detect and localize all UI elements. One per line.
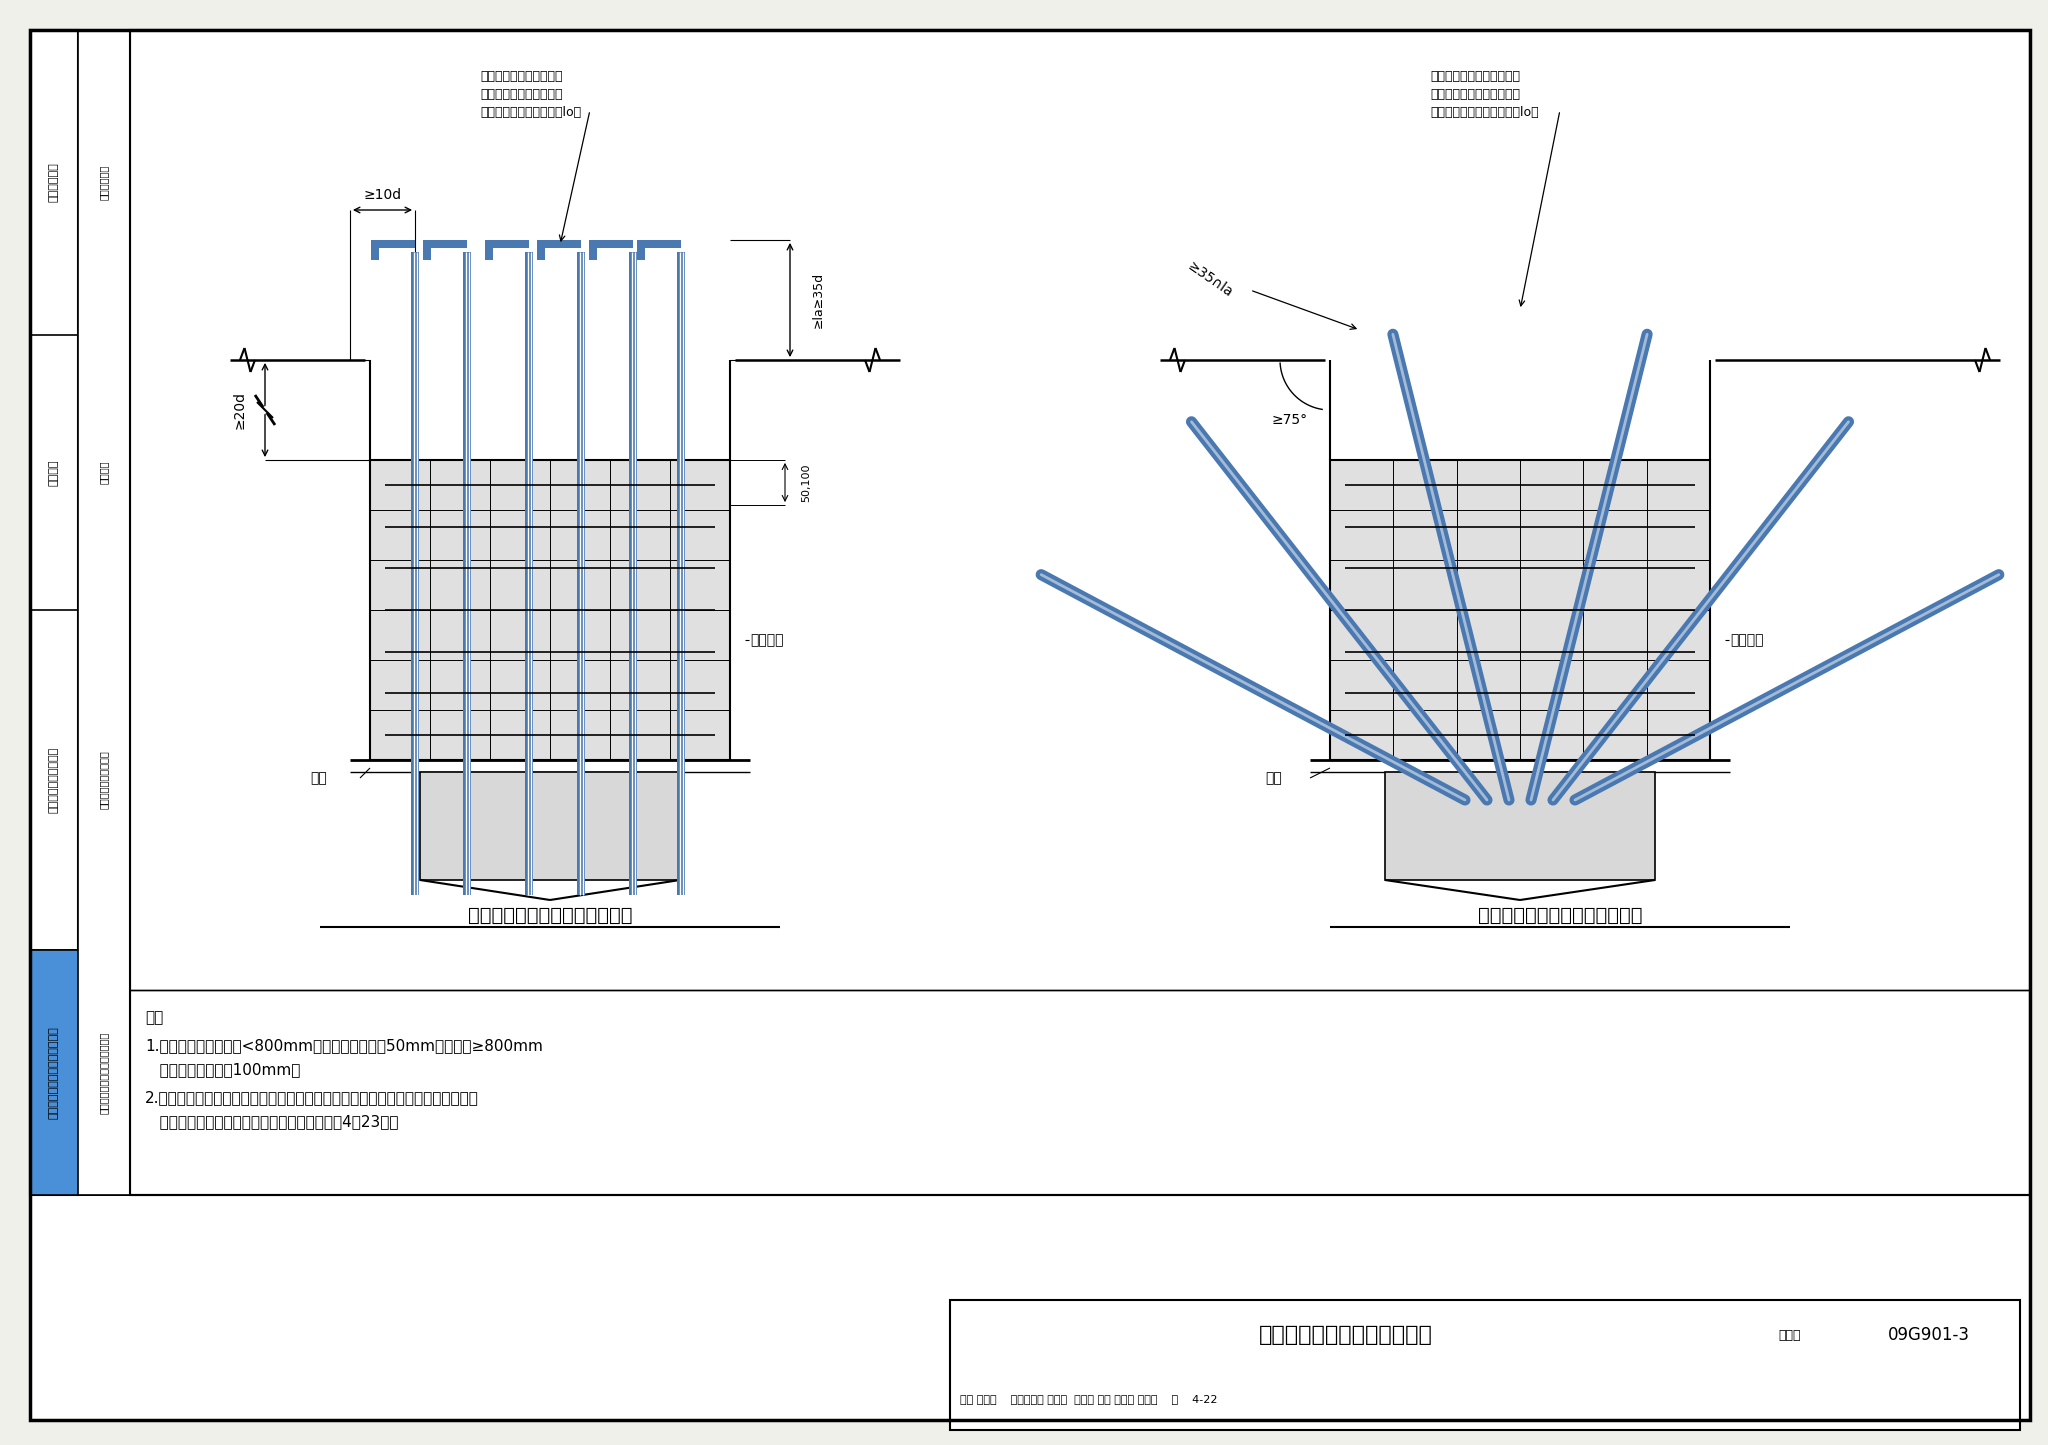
Text: 弯直锚，使总长度不小于lo。: 弯直锚，使总长度不小于lo。 <box>479 105 582 118</box>
Bar <box>31 949 129 1195</box>
Bar <box>578 251 586 894</box>
Text: 当承台厚度小于桩纵筋直锚: 当承台厚度小于桩纵筋直锚 <box>1430 69 1520 82</box>
Text: ≥35∩la: ≥35∩la <box>1186 260 1235 301</box>
Bar <box>463 251 471 894</box>
Bar <box>590 240 633 249</box>
Text: 箱形基础和地下室结构: 箱形基础和地下室结构 <box>98 750 109 809</box>
Bar <box>485 240 494 260</box>
Bar <box>678 251 684 894</box>
Bar <box>424 240 467 249</box>
Text: 箱形基础和地下室结构: 箱形基础和地下室结构 <box>49 747 59 814</box>
Bar <box>371 460 729 760</box>
Text: 审核 黄志刚    重庆地校对 张工文  张之义 设计 王怀元 孙心元    页    4-22: 审核 黄志刚 重庆地校对 张工文 张之义 设计 王怀元 孙心元 页 4-22 <box>961 1394 1217 1403</box>
Text: 09G901-3: 09G901-3 <box>1888 1327 1970 1344</box>
Bar <box>629 251 637 894</box>
Text: 桩身纵筋: 桩身纵筋 <box>1731 633 1763 647</box>
Text: 垫层: 垫层 <box>309 772 328 785</box>
Bar <box>371 240 416 249</box>
Text: ≥10d: ≥10d <box>362 188 401 202</box>
Text: 50,100: 50,100 <box>801 464 811 501</box>
Text: 桩在承台、筏板内的连接构造: 桩在承台、筏板内的连接构造 <box>1260 1325 1434 1345</box>
Text: 图集号: 图集号 <box>1780 1328 1800 1341</box>
Text: 2.当承台之间设置防水底板且承台底板也要求做防水层时，桩顶局部应采用刚性防: 2.当承台之间设置防水底板且承台底板也要求做防水层时，桩顶局部应采用刚性防 <box>145 1090 479 1105</box>
Text: 长度时，也可将桩纵筋斜锚: 长度时，也可将桩纵筋斜锚 <box>1430 88 1520 101</box>
Text: 水层，不可采用有机材料的柔性防水层，详见4－23页。: 水层，不可采用有机材料的柔性防水层，详见4－23页。 <box>145 1114 399 1129</box>
Bar <box>420 772 680 880</box>
Text: 1.当桩径或桩截面边长<800mm时，桩顶嵌入承台50mm；当桩径≥800mm: 1.当桩径或桩截面边长<800mm时，桩顶嵌入承台50mm；当桩径≥800mm <box>145 1038 543 1053</box>
Text: 锚长度时，可在承台顶部: 锚长度时，可在承台顶部 <box>479 88 563 101</box>
Text: 一般构造要求: 一般构造要求 <box>49 163 59 202</box>
Text: 独立基础、条形基础、桩基承台: 独立基础、条形基础、桩基承台 <box>49 1026 59 1118</box>
Bar <box>485 240 528 249</box>
Text: 筏形基础: 筏形基础 <box>49 460 59 486</box>
Bar <box>424 240 430 260</box>
Bar <box>371 240 379 260</box>
Bar <box>524 251 532 894</box>
Text: ≥75°: ≥75° <box>1272 413 1309 428</box>
Bar <box>1329 460 1710 760</box>
Text: 桩在承台、筏板内的连接（二）: 桩在承台、筏板内的连接（二） <box>1479 906 1642 925</box>
Text: 当承台厚度小于桩纵筋直: 当承台厚度小于桩纵筋直 <box>479 69 563 82</box>
Bar <box>637 240 682 249</box>
Bar <box>129 30 2030 1195</box>
Bar <box>537 240 582 249</box>
Text: ≥la≥35d: ≥la≥35d <box>811 272 825 328</box>
Text: 桩在承台、筏板内的连接（一）: 桩在承台、筏板内的连接（一） <box>467 906 633 925</box>
Bar <box>1384 772 1655 880</box>
Bar <box>537 240 545 260</box>
Bar <box>412 251 420 894</box>
Text: 筏形基础: 筏形基础 <box>98 461 109 484</box>
Text: ≥20d: ≥20d <box>233 392 248 429</box>
Bar <box>78 30 129 1195</box>
Bar <box>950 1300 2019 1431</box>
Text: 时，桩顶嵌入承台100mm。: 时，桩顶嵌入承台100mm。 <box>145 1062 301 1077</box>
Text: 垫层: 垫层 <box>1266 772 1282 785</box>
Text: 独立基础、条形基础、桩基承台: 独立基础、条形基础、桩基承台 <box>98 1032 109 1114</box>
Text: 注：: 注： <box>145 1010 164 1025</box>
Text: 于承台内，使总长度不小于lo。: 于承台内，使总长度不小于lo。 <box>1430 105 1538 118</box>
Bar <box>590 240 598 260</box>
Text: 桩身纵筋: 桩身纵筋 <box>750 633 784 647</box>
Text: 一般构造要求: 一般构造要求 <box>98 165 109 199</box>
Bar <box>31 30 78 1195</box>
Bar <box>637 240 645 260</box>
